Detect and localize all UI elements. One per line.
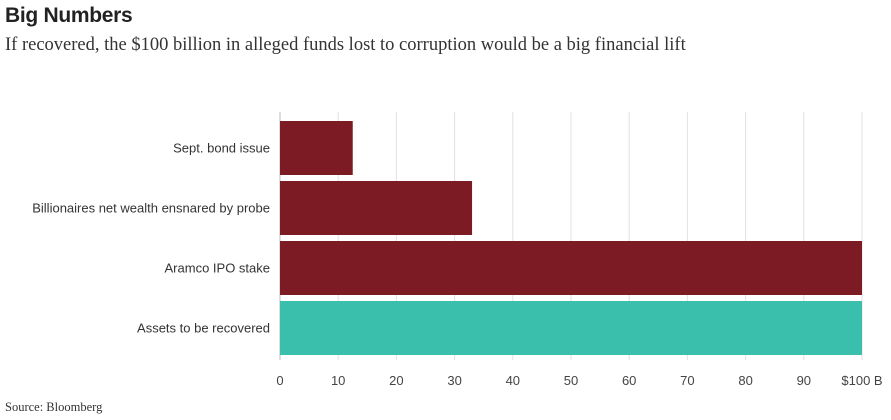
bar: [280, 301, 862, 355]
category-label: Billionaires net wealth ensnared by prob…: [32, 201, 270, 216]
x-tick-label: 30: [447, 373, 461, 388]
x-tick-label: 90: [797, 373, 811, 388]
chart-title: Big Numbers: [5, 4, 133, 27]
category-label: Assets to be recovered: [137, 321, 270, 336]
bar: [280, 241, 862, 295]
x-tick-label: 10: [331, 373, 345, 388]
category-label: Aramco IPO stake: [165, 261, 270, 276]
x-tick-label: 0: [276, 373, 283, 388]
category-labels: Sept. bond issue Billionaires net wealth …: [32, 141, 270, 336]
x-tick-label: 20: [389, 373, 403, 388]
x-tick-label: $100 B: [841, 373, 882, 388]
x-axis-ticks: 0 10 20 30 40 50 60 70 80 90 $100 B: [276, 373, 882, 388]
chart-subtitle: If recovered, the $100 billion in allege…: [5, 35, 686, 55]
category-label: Sept. bond issue: [173, 141, 270, 156]
x-tick-label: 70: [680, 373, 694, 388]
x-tick-label: 60: [622, 373, 636, 388]
bar: [280, 181, 473, 235]
source-note: Source: Bloomberg: [5, 400, 103, 414]
bars: [280, 121, 862, 355]
bar: [280, 121, 353, 175]
x-tick-label: 80: [738, 373, 752, 388]
x-tick-label: 50: [564, 373, 578, 388]
x-tick-label: 40: [506, 373, 520, 388]
